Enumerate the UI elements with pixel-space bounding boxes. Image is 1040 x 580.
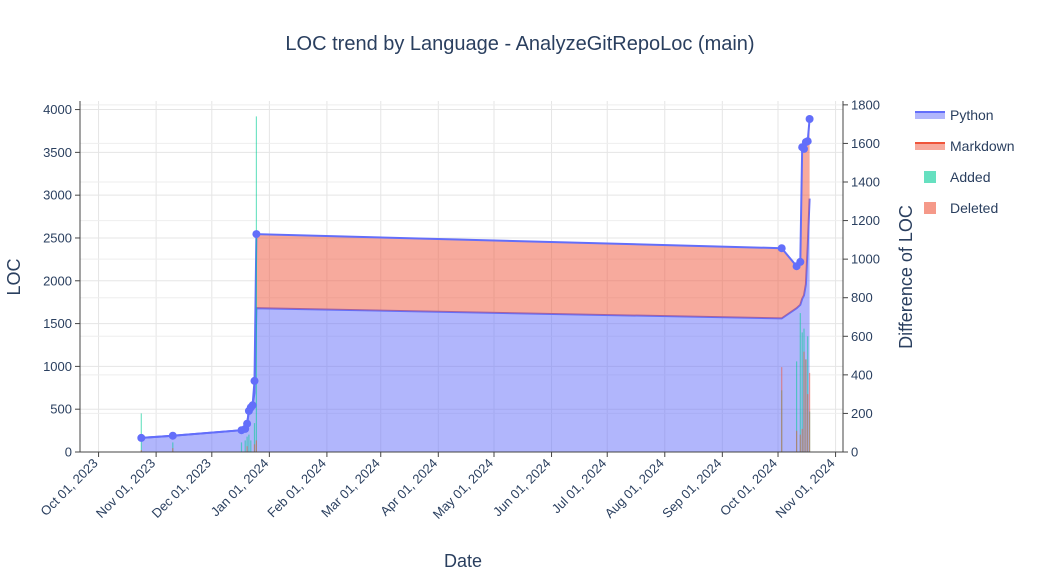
legend-item-python[interactable]: Python bbox=[915, 107, 994, 123]
legend-swatch bbox=[924, 202, 936, 214]
y-tick-label: 1000 bbox=[43, 359, 72, 374]
total-marker bbox=[248, 401, 257, 410]
bar-added bbox=[796, 361, 798, 452]
bar-added bbox=[255, 116, 257, 453]
total-markers bbox=[137, 115, 814, 442]
bar-added bbox=[140, 413, 142, 452]
x-tick-label: Oct 01, 2024 bbox=[717, 456, 780, 519]
x-tick-label: Jun 01, 2024 bbox=[490, 456, 554, 520]
area-python bbox=[141, 198, 810, 452]
y2-tick-label: 0 bbox=[851, 445, 858, 460]
legend-label: Added bbox=[950, 169, 990, 185]
y-tick-label: 1500 bbox=[43, 316, 72, 331]
bar-deleted bbox=[799, 434, 801, 452]
total-marker bbox=[168, 431, 177, 440]
x-tick-label: Jul 01, 2024 bbox=[549, 456, 610, 517]
y2-tick-label: 1800 bbox=[851, 97, 880, 112]
bar-added bbox=[799, 313, 801, 452]
y-tick-label: 4000 bbox=[43, 102, 72, 117]
legend-label: Deleted bbox=[950, 200, 998, 216]
y-tick-label: 500 bbox=[50, 402, 72, 417]
bar-added bbox=[801, 332, 803, 452]
legend-item-markdown[interactable]: Markdown bbox=[915, 138, 1015, 154]
bar-deleted bbox=[140, 450, 142, 452]
x-tick-label: Jan 01, 2024 bbox=[208, 456, 272, 520]
axes bbox=[79, 101, 844, 453]
bar-deleted bbox=[796, 430, 798, 452]
bar-deleted bbox=[255, 440, 257, 452]
bar-deleted bbox=[172, 448, 174, 452]
total-marker bbox=[796, 257, 805, 266]
bar-deleted bbox=[781, 367, 783, 452]
y2-tick-label: 1200 bbox=[851, 213, 880, 228]
bar-series bbox=[140, 116, 811, 453]
bar-added bbox=[248, 434, 250, 452]
y2-tick-label: 1400 bbox=[851, 175, 880, 190]
y2-tick-label: 600 bbox=[851, 329, 873, 344]
legend-item-added[interactable]: Added bbox=[924, 169, 990, 185]
bar-added bbox=[172, 442, 174, 452]
total-marker bbox=[250, 376, 259, 385]
y2-tick-label: 800 bbox=[851, 290, 873, 305]
bar-added bbox=[246, 436, 248, 452]
bar-deleted bbox=[801, 428, 803, 452]
legend-label: Python bbox=[950, 107, 994, 123]
bar-deleted bbox=[253, 444, 256, 452]
bar-deleted bbox=[807, 394, 809, 452]
bar-added bbox=[250, 440, 252, 452]
y-tick-label: 0 bbox=[65, 445, 72, 460]
total-marker bbox=[137, 433, 146, 442]
area-markdown bbox=[141, 119, 810, 438]
total-marker bbox=[800, 144, 808, 153]
total-marker bbox=[252, 230, 261, 239]
bar-deleted bbox=[246, 446, 248, 452]
y2-tick-label: 400 bbox=[851, 367, 873, 382]
y2-tick-labels: 0 200 400 600 800 1000 1200 1400 1600 1800 bbox=[843, 97, 880, 460]
total-marker bbox=[243, 419, 252, 428]
legend-label: Markdown bbox=[950, 138, 1015, 154]
total-marker bbox=[803, 137, 812, 146]
x-tick-label: Aug 01, 2024 bbox=[602, 456, 667, 521]
y2-tick-label: 1600 bbox=[851, 136, 880, 151]
x-tick-label: Oct 01, 2023 bbox=[37, 456, 100, 519]
legend[interactable]: Python Markdown Added Deleted bbox=[915, 107, 1015, 216]
y-tick-label: 3500 bbox=[43, 145, 72, 160]
legend-swatch bbox=[915, 143, 945, 150]
y-axis-title: LOC bbox=[4, 258, 24, 295]
y-tick-labels: 0 500 1000 1500 2000 2500 3000 3500 4000 bbox=[43, 102, 80, 460]
x-tick-label: Nov 01, 2024 bbox=[772, 456, 837, 521]
y-tick-label: 2500 bbox=[43, 230, 72, 245]
y2-axis-title: Difference of LOC bbox=[896, 205, 916, 349]
bar-added bbox=[244, 440, 246, 452]
y-tick-label: 3000 bbox=[43, 188, 72, 203]
x-axis-title: Date bbox=[444, 551, 482, 571]
bar-added bbox=[253, 423, 256, 452]
legend-swatch bbox=[924, 171, 936, 183]
y2-tick-label: 1000 bbox=[851, 252, 880, 267]
x-tick-label: Dec 01, 2023 bbox=[149, 456, 214, 521]
bar-deleted bbox=[805, 359, 807, 452]
y2-tick-label: 200 bbox=[851, 406, 873, 421]
total-marker bbox=[777, 244, 786, 253]
bar-deleted bbox=[809, 372, 811, 452]
legend-item-deleted[interactable]: Deleted bbox=[924, 200, 998, 216]
total-marker bbox=[805, 115, 814, 123]
chart-title: LOC trend by Language - AnalyzeGitRepoLo… bbox=[285, 33, 754, 55]
legend-swatch bbox=[915, 112, 945, 119]
y-tick-label: 2000 bbox=[43, 273, 72, 288]
bar-added bbox=[240, 442, 243, 452]
x-tick-label: Sep 01, 2024 bbox=[659, 456, 724, 521]
bar-deleted bbox=[803, 351, 805, 452]
